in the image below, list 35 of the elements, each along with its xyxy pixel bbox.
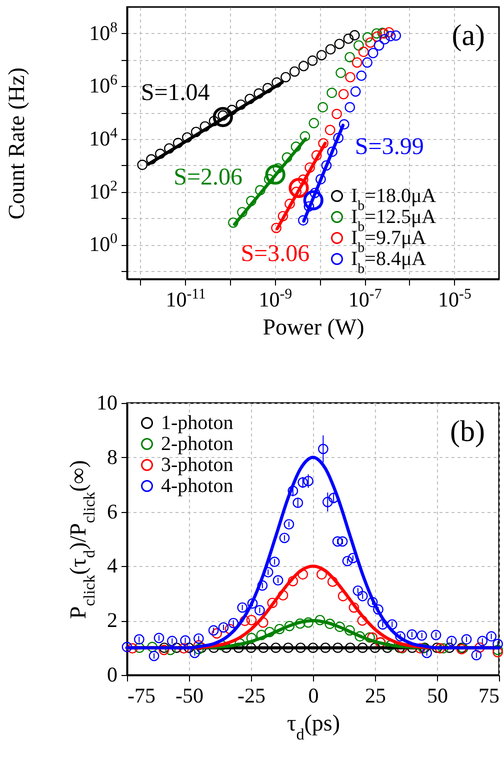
legend-label: 1-photon [161, 412, 234, 434]
y-tick-label: 4 [107, 554, 118, 578]
y-tick-label: 10$^{8}$ [89, 20, 118, 45]
x-tick-label: 25 [365, 684, 386, 708]
x-tick-label: -25 [238, 684, 266, 708]
y-tick-label: 10$^{0}$ [89, 231, 118, 256]
x-tick-label: 0 [308, 684, 319, 708]
annotation: (b) [450, 415, 485, 448]
x-tick-label: 10$^{-9}$ [258, 286, 292, 312]
annotation: S=2.06 [174, 164, 242, 191]
y-tick-label: 10$^{4}$ [89, 126, 118, 151]
y-axis-title: Count Rate (Hz) [4, 67, 29, 220]
y-tick-label: 2 [107, 608, 118, 632]
x-tick-label: 75 [478, 684, 500, 708]
annotation: S=3.99 [354, 134, 424, 160]
x-axis-title: Power (W) [262, 314, 364, 340]
x-tick-label: 10$^{-11}$ [166, 286, 206, 312]
y-tick-label: 10 [96, 390, 118, 414]
annotation: S=1.04 [140, 80, 210, 106]
x-tick-label: 10$^{-7}$ [348, 286, 382, 312]
y-tick-label: 0 [107, 662, 118, 686]
x-tick-label: -75 [128, 684, 156, 708]
annotation: (a) [452, 19, 485, 52]
annotation: S=3.06 [240, 241, 310, 268]
x-tick-label: 50 [427, 684, 448, 708]
y-tick-label: 10$^{2}$ [89, 178, 118, 204]
y-tick-label: 10$^{6}$ [89, 72, 118, 98]
x-tick-label: -50 [176, 684, 204, 708]
legend-label: 4-photon [161, 475, 234, 497]
x-tick-label: 10$^{-5}$ [438, 286, 472, 312]
x-axis-title: τ$_{d}$(ps) [286, 710, 340, 743]
legend-label: 3-photon [161, 454, 234, 476]
legend-label: 2-photon [161, 433, 234, 455]
y-tick-label: 6 [107, 499, 118, 524]
y-tick-label: 8 [107, 444, 118, 469]
